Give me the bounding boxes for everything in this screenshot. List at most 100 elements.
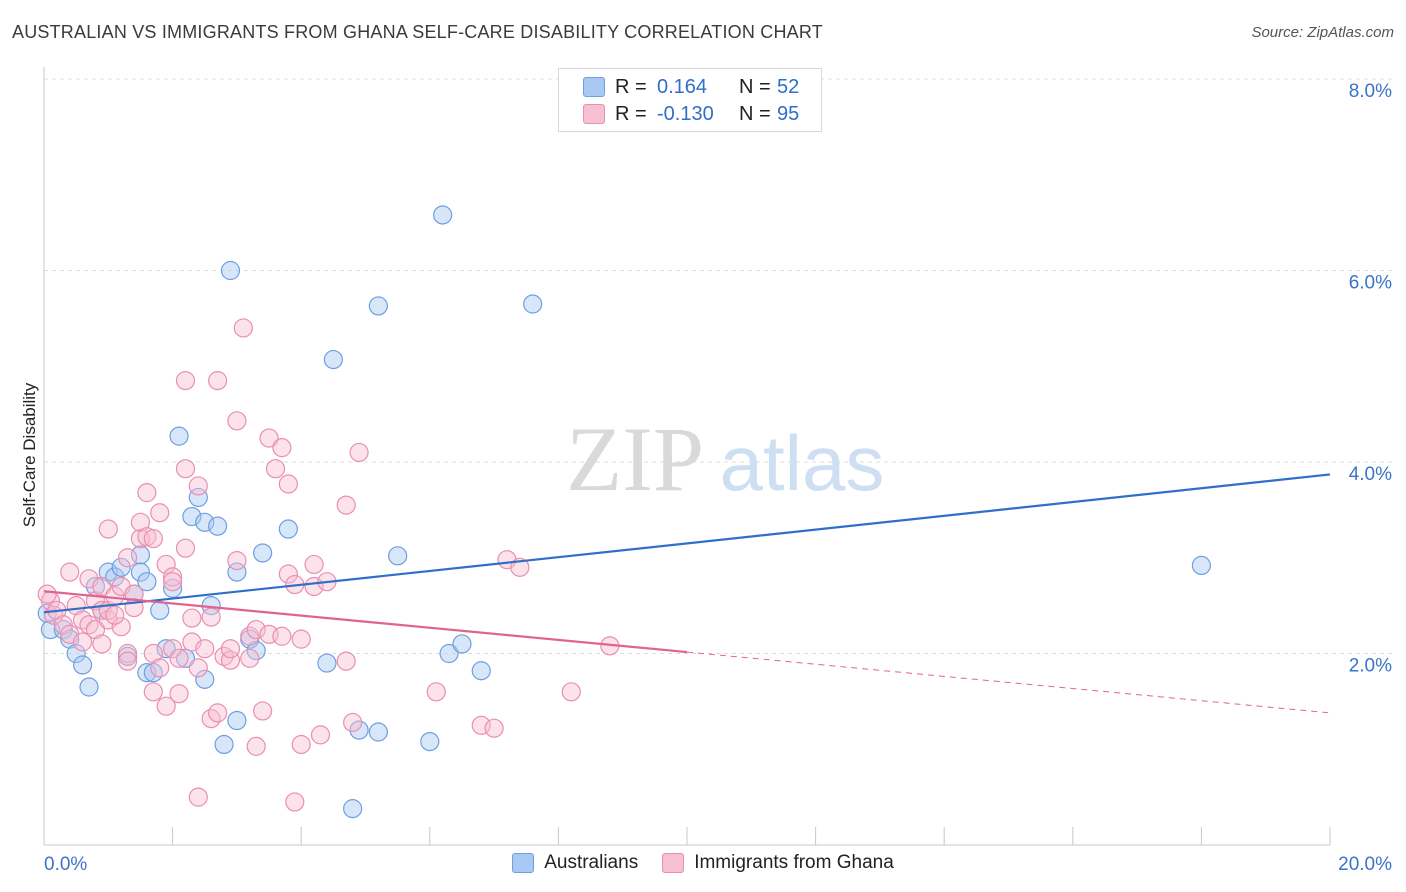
data-point [343,712,363,733]
data-point [130,562,151,582]
y-tick-label: 4.0% [1349,464,1392,485]
data-point [259,428,279,448]
data-point [137,572,157,592]
data-point [163,572,183,592]
legend-n-value: 52 [777,75,800,98]
data-point [291,734,311,755]
data-point [163,578,183,598]
data-point [208,516,228,536]
legend-row-australians: R = 0.164 N = 52 [583,74,799,100]
x-tick-label-max: 20.0% [1338,854,1392,875]
data-point [137,663,157,683]
series-legend: Australians Immigrants from Ghana [0,852,1406,874]
data-point [169,426,189,446]
legend-r-label: R = [615,102,647,125]
data-point [143,643,163,664]
series-legend-australians[interactable]: Australians [512,852,638,874]
x-tick-label-min: 0.0% [44,854,87,875]
data-point [343,799,363,819]
data-point [53,615,73,635]
data-point [92,634,112,654]
legend-r-label: R = [615,75,647,98]
data-point [291,629,311,649]
data-point [452,634,472,654]
data-point [175,459,196,479]
data-point [72,632,93,652]
legend-swatch-australians [583,77,605,97]
trend-line-ghana-solid [43,590,688,654]
y-axis-label: Self-Care Disability [20,382,39,527]
data-point [188,787,208,807]
data-point [227,411,247,431]
y-tick-label: 2.0% [1349,656,1392,677]
data-point [227,551,247,571]
data-point [253,701,273,721]
trend-lines [43,473,1331,714]
data-point [323,349,343,370]
series-legend-ghana[interactable]: Immigrants from Ghana [662,852,894,874]
data-point [220,260,241,281]
data-point [188,476,208,496]
data-point [285,792,305,812]
series-australians [37,205,1212,819]
y-tick-label: 6.0% [1349,273,1392,294]
data-point [37,584,57,604]
data-point [272,626,292,646]
axes [43,67,1331,846]
data-point [117,651,138,671]
legend-n-label: N = [739,75,771,98]
series-ghana [37,318,620,812]
data-point [111,617,131,637]
data-point [426,682,446,702]
chart-source: Source: ZipAtlas.com [1251,24,1394,41]
data-point [336,495,356,515]
data-point [246,736,266,756]
legend-row-ghana: R = -0.130 N = 95 [583,101,799,127]
data-point [175,648,196,668]
data-point [169,684,189,704]
data-point [220,650,241,670]
series-swatch-ghana [662,853,685,873]
data-point [98,519,118,539]
data-point [368,722,388,742]
data-point [117,548,138,568]
data-point [60,562,80,582]
grid-lines [44,78,1392,654]
watermark-zip: ZIP [566,408,704,510]
chart-title: AUSTRALIAN VS IMMIGRANTS FROM GHANA SELF… [12,22,823,42]
data-point [150,503,170,523]
data-point [182,608,202,628]
data-point [188,487,208,508]
data-point [220,639,241,659]
data-point [227,710,247,731]
data-point [163,639,183,659]
data-point [233,318,253,338]
data-point [156,554,176,575]
data-point [420,731,440,752]
y-tick-label: 8.0% [1349,81,1392,102]
series-label-ghana: Immigrants from Ghana [694,852,894,873]
data-point [156,639,176,659]
data-point [272,438,292,458]
series-swatch-australians [512,853,535,873]
data-point [208,703,228,723]
legend-r-value: 0.164 [657,75,708,98]
correlation-legend: R = 0.164 N = 52 R = -0.130 N = 95 [558,68,822,132]
data-point [188,658,208,678]
data-point [246,641,266,661]
data-point [240,648,260,668]
data-point [227,562,247,582]
data-point [278,474,298,494]
data-point [111,557,131,577]
data-point [433,205,453,225]
data-point [66,643,86,664]
data-point [195,669,215,689]
data-point [169,648,189,668]
data-point [246,619,266,640]
data-point [85,619,106,640]
data-point [195,639,215,659]
data-point [214,734,234,755]
data-point [175,371,196,391]
data-point [137,483,157,503]
